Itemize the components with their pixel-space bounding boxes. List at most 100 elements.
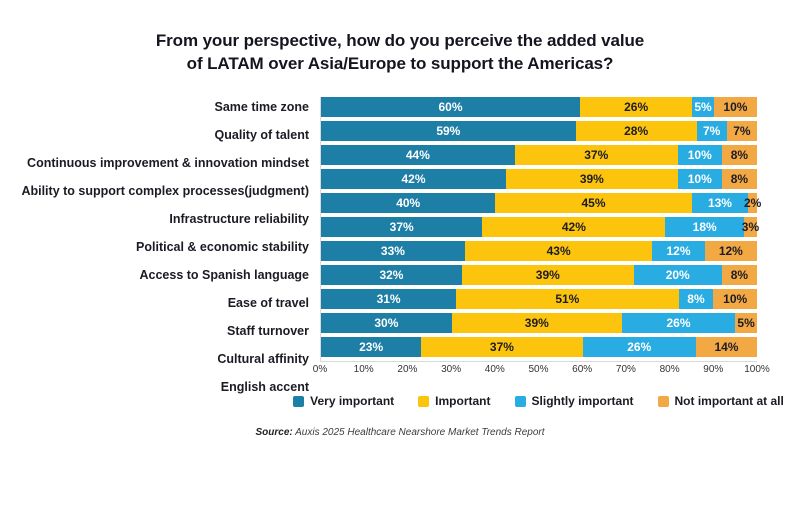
bar-segment-slightly-important: 18%	[665, 217, 744, 237]
legend-label-slightly-important: Slightly important	[531, 394, 634, 408]
bar-value-label: 5%	[737, 316, 755, 330]
bar-value-label: 23%	[359, 340, 384, 354]
category-label-same-time-zone: Same time zone	[214, 100, 309, 114]
bar-segment-slightly-important: 20%	[633, 265, 722, 285]
bar-segment-very-important: 33%	[321, 241, 465, 261]
legend-item-very-important: Very important	[293, 394, 394, 408]
bar-segment-slightly-important: 8%	[678, 289, 714, 309]
bar-value-label: 7%	[703, 124, 721, 138]
bar-value-label: 43%	[546, 244, 571, 258]
bar-segment-slightly-important: 7%	[696, 121, 727, 141]
bar-value-label: 39%	[535, 268, 560, 282]
bar-segment-important: 26%	[580, 97, 693, 117]
category-label-english-accent: English accent	[220, 380, 309, 394]
bar-segment-slightly-important: 26%	[582, 337, 696, 357]
bar-value-label: 32%	[379, 268, 404, 282]
bar-segment-very-important: 40%	[321, 193, 496, 213]
bar-segment-very-important: 23%	[321, 337, 422, 357]
category-label-access-to-spanish-language: Access to Spanish language	[139, 268, 310, 282]
x-axis-tick-80: 80%	[659, 364, 680, 375]
legend-label-important: Important	[435, 394, 491, 408]
bar-value-label: 26%	[627, 340, 652, 354]
chart-title-line2: of LATAM over Asia/Europe to support the…	[186, 54, 614, 73]
bar-value-label: 26%	[666, 316, 691, 330]
bar-row-staff-turnover: 31% 51% 8% 10%	[321, 289, 757, 309]
bar-value-label: 42%	[401, 172, 426, 186]
bar-row-ease-of-travel: 32% 39% 20% 8%	[321, 265, 757, 285]
bar-segment-important: 37%	[421, 337, 583, 357]
bar-value-label: 33%	[380, 244, 405, 258]
bar-value-label: 51%	[555, 292, 580, 306]
bar-value-label: 39%	[524, 316, 549, 330]
bar-value-label: 44%	[405, 148, 430, 162]
x-axis-tick-70: 70%	[615, 364, 636, 375]
x-axis: 0% 10% 20% 30% 40% 50% 60% 70% 80% 90% 100%	[313, 364, 770, 379]
bar-row-infrastructure-reliability: 40% 45% 13% 2%	[321, 193, 761, 213]
bar-segment-not-important-at-all: 14%	[695, 337, 757, 357]
x-axis-tick-20: 20%	[397, 364, 418, 375]
x-axis-tick-100: 100%	[744, 364, 770, 375]
plot-area: 60% 26% 5% 10% 59% 28% 7% 7% 44% 37% 10% 8% 42% 39% 10…	[293, 93, 784, 408]
bar-segment-not-important-at-all: 12%	[704, 241, 757, 261]
bar-segment-important: 42%	[482, 217, 666, 237]
bar-segment-not-important-at-all: 10%	[713, 97, 757, 117]
bar-value-label: 59%	[436, 124, 461, 138]
legend-swatch-not-important-at-all	[657, 395, 669, 407]
bar-value-label: 13%	[707, 196, 732, 210]
x-axis-tick-30: 30%	[441, 364, 462, 375]
bar-row-political-economic-stability: 37% 42% 18% 3%	[321, 217, 760, 237]
category-label-ability-to-support-complex-processes-judgment: Ability to support complex processes(jud…	[21, 184, 309, 198]
bar-value-label: 28%	[624, 124, 649, 138]
bar-segment-very-important: 60%	[321, 97, 581, 117]
bar-segment-important: 45%	[495, 193, 692, 213]
bar-segment-not-important-at-all: 3%	[741, 217, 760, 237]
legend-item-important: Important	[418, 394, 491, 408]
legend-swatch-slightly-important	[514, 395, 526, 407]
bar-segment-slightly-important: 12%	[652, 241, 705, 261]
bar-value-label: 40%	[396, 196, 421, 210]
legend-label-very-important: Very important	[310, 394, 395, 408]
bar-value-label: 37%	[489, 340, 514, 354]
bar-value-label: 8%	[730, 268, 749, 282]
bar-value-label: 45%	[581, 196, 606, 210]
bar-row-ability-to-support-complex-processes-judgment: 42% 39% 10% 8%	[321, 169, 757, 189]
x-axis-tick-60: 60%	[572, 364, 593, 375]
bar-value-label: 20%	[665, 268, 690, 282]
bar-value-label: 5%	[694, 100, 712, 114]
bar-value-label: 14%	[714, 340, 739, 354]
source-label: Source:	[255, 427, 293, 438]
bar-value-label: 39%	[579, 172, 604, 186]
category-label-continuous-improvement-innovation-mindset: Continuous improvement & innovation mind…	[27, 156, 309, 170]
bar-segment-very-important: 31%	[321, 289, 457, 309]
source-text: Auxis 2025 Healthcare Nearshore Market T…	[295, 427, 545, 438]
bar-segment-important: 39%	[461, 265, 634, 285]
bar-value-label: 12%	[666, 244, 691, 258]
x-axis-tick-40: 40%	[484, 364, 505, 375]
bar-value-label: 2%	[743, 196, 762, 210]
category-label-ease-of-travel: Ease of travel	[227, 296, 309, 310]
category-label-infrastructure-reliability: Infrastructure reliability	[169, 212, 309, 226]
category-label-cultural-affinity: Cultural affinity	[217, 352, 309, 366]
stacked-bar-chart: Same time zone Quality of talent Continuou…	[0, 93, 800, 408]
bar-value-label: 60%	[438, 100, 463, 114]
bar-value-label: 10%	[723, 100, 748, 114]
bar-value-label: 3%	[741, 220, 760, 234]
bar-value-label: 7%	[733, 124, 751, 138]
x-axis-tick-10: 10%	[353, 364, 374, 375]
source-note: Source: Auxis 2025 Healthcare Nearshore …	[0, 427, 800, 438]
chart-title: From your perspective, how do you percei…	[0, 0, 800, 75]
category-label-quality-of-talent: Quality of talent	[214, 128, 309, 142]
bar-value-label: 31%	[376, 292, 401, 306]
bar-segment-slightly-important: 10%	[677, 169, 722, 189]
bar-value-label: 37%	[584, 148, 609, 162]
bar-segment-slightly-important: 26%	[621, 313, 736, 333]
x-axis-tick-0: 0%	[312, 364, 328, 375]
bar-segment-not-important-at-all: 8%	[721, 265, 757, 285]
bar-segment-important: 39%	[451, 313, 622, 333]
bar-segment-important: 39%	[505, 169, 678, 189]
bar-value-label: 8%	[687, 292, 705, 306]
bar-value-label: 12%	[718, 244, 743, 258]
legend-swatch-very-important	[293, 395, 305, 407]
legend-label-not-important-at-all: Not important at all	[674, 394, 784, 408]
